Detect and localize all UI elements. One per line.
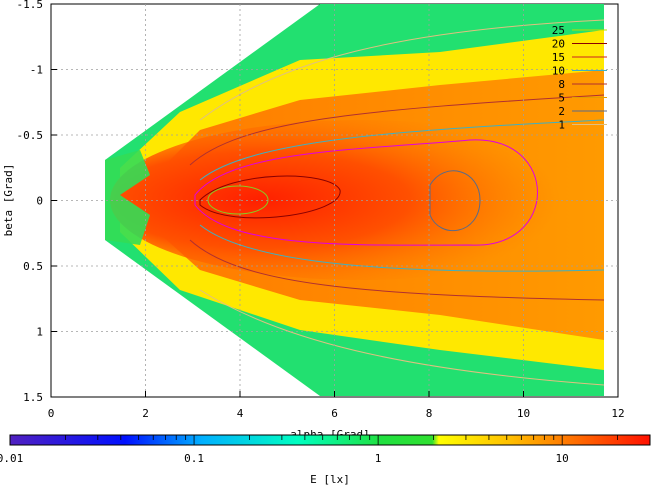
contour-1 — [199, 19, 605, 121]
y-tick-label: -1 — [30, 64, 43, 77]
colorbar-tick-label: 0.01 — [0, 452, 23, 465]
grid — [51, 4, 618, 397]
legend-level-label: 20 — [552, 38, 565, 51]
contour-8 — [189, 94, 605, 301]
x-tick-label: 0 — [48, 407, 55, 420]
colorbar-tick-label: 1 — [375, 452, 382, 465]
colorbar-tick-label: 10 — [556, 452, 569, 465]
x-tick-label: 12 — [611, 407, 624, 420]
contour-20b — [429, 170, 481, 231]
x-tick-label: 10 — [517, 407, 530, 420]
legend-level-label: 10 — [552, 65, 565, 78]
y-tick-label: -0.5 — [17, 129, 44, 142]
contour-15 — [194, 139, 538, 246]
contour-20 — [199, 175, 341, 219]
y-ticks: -1.5 -1 -0.5 0 0.5 1 1.5 — [17, 0, 57, 404]
contours — [189, 19, 605, 386]
left-notch — [105, 150, 150, 245]
colorbar-label: E [lx] — [310, 473, 350, 486]
y-tick-label: -1.5 — [17, 0, 44, 11]
x-ticks: 0 2 4 6 8 10 12 — [48, 391, 625, 420]
heatmap-layer — [105, 4, 610, 396]
legend-level-label: 5 — [558, 92, 565, 105]
region-peak — [110, 120, 610, 280]
x-tick-label: 8 — [426, 407, 433, 420]
y-tick-label: 0 — [36, 195, 43, 208]
legend-level-label: 15 — [552, 51, 565, 64]
legend-level-label: 1 — [558, 119, 565, 132]
y-tick-label: 0.5 — [23, 260, 43, 273]
x-tick-label: 2 — [142, 407, 149, 420]
legend-level-label: 25 — [552, 24, 565, 37]
y-tick-label: 1.5 — [23, 391, 43, 404]
y-tick-label: 1 — [36, 326, 43, 339]
contour-1b — [199, 289, 605, 386]
colorbar-tick-label: 0.1 — [184, 452, 204, 465]
x-tick-label: 6 — [331, 407, 338, 420]
legend-level-label: 2 — [558, 105, 565, 118]
legend-level-label: 8 — [558, 78, 565, 91]
contour-25 — [207, 185, 269, 215]
y-axis-label: beta [Grad] — [2, 164, 15, 237]
colorbar-ticks: 0.01 0.1 1 10 — [0, 435, 651, 465]
contour-10 — [199, 119, 605, 272]
x-tick-label: 4 — [237, 407, 244, 420]
